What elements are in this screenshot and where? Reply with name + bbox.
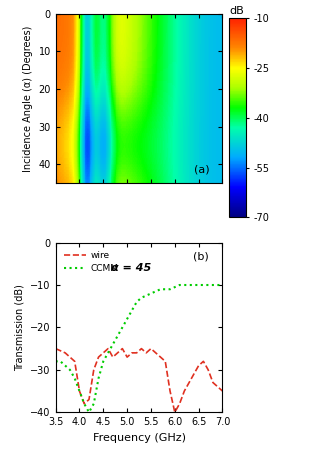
- wire: [73, 359, 77, 364]
- CCMM: [92, 401, 95, 406]
- wire: [221, 388, 224, 394]
- wire: [78, 388, 81, 394]
- CCMM: [97, 376, 100, 381]
- wire: [87, 397, 91, 402]
- wire: [97, 354, 100, 360]
- Legend: wire, CCMM: wire, CCMM: [60, 247, 122, 277]
- wire: [183, 388, 186, 394]
- CCMM: [221, 282, 224, 288]
- wire: [111, 354, 115, 360]
- Title: dB: dB: [230, 6, 244, 16]
- CCMM: [68, 367, 72, 372]
- CCMM: [187, 282, 191, 288]
- CCMM: [54, 359, 57, 364]
- Y-axis label: Incidence Angle (α) (Degrees): Incidence Angle (α) (Degrees): [23, 25, 33, 172]
- wire: [163, 359, 167, 364]
- wire: [201, 359, 205, 364]
- CCMM: [106, 350, 110, 356]
- wire: [83, 401, 86, 406]
- wire: [149, 346, 153, 352]
- wire: [92, 367, 95, 372]
- wire: [125, 354, 129, 360]
- wire: [130, 350, 134, 356]
- CCMM: [116, 333, 120, 338]
- CCMM: [197, 282, 201, 288]
- CCMM: [140, 295, 143, 300]
- CCMM: [125, 316, 129, 322]
- CCMM: [63, 363, 67, 368]
- CCMM: [111, 342, 115, 347]
- Line: CCMM: CCMM: [56, 285, 222, 412]
- wire: [168, 388, 172, 394]
- CCMM: [206, 282, 210, 288]
- Text: α = 45: α = 45: [111, 263, 151, 273]
- Text: (b): (b): [193, 251, 209, 261]
- wire: [140, 346, 143, 352]
- CCMM: [178, 282, 181, 288]
- wire: [101, 350, 105, 356]
- CCMM: [73, 376, 77, 381]
- CCMM: [78, 388, 81, 394]
- CCMM: [130, 308, 134, 313]
- wire: [173, 410, 177, 415]
- wire: [135, 350, 138, 356]
- wire: [63, 350, 67, 356]
- CCMM: [58, 359, 62, 364]
- wire: [197, 363, 201, 368]
- wire: [144, 350, 148, 356]
- CCMM: [168, 287, 172, 292]
- Y-axis label: Transmission (dB): Transmission (dB): [15, 284, 25, 371]
- Text: (a): (a): [193, 165, 209, 175]
- wire: [211, 380, 215, 385]
- wire: [116, 350, 120, 356]
- CCMM: [87, 410, 91, 415]
- CCMM: [101, 359, 105, 364]
- CCMM: [83, 401, 86, 406]
- wire: [54, 346, 57, 352]
- CCMM: [121, 325, 124, 330]
- wire: [178, 401, 181, 406]
- wire: [106, 346, 110, 352]
- X-axis label: Frequency (GHz): Frequency (GHz): [93, 433, 185, 443]
- CCMM: [149, 291, 153, 296]
- CCMM: [135, 299, 138, 305]
- wire: [206, 367, 210, 372]
- wire: [154, 350, 158, 356]
- wire: [121, 346, 124, 352]
- Line: wire: wire: [56, 349, 222, 412]
- wire: [159, 354, 162, 360]
- wire: [192, 371, 196, 377]
- wire: [187, 380, 191, 385]
- CCMM: [159, 287, 162, 292]
